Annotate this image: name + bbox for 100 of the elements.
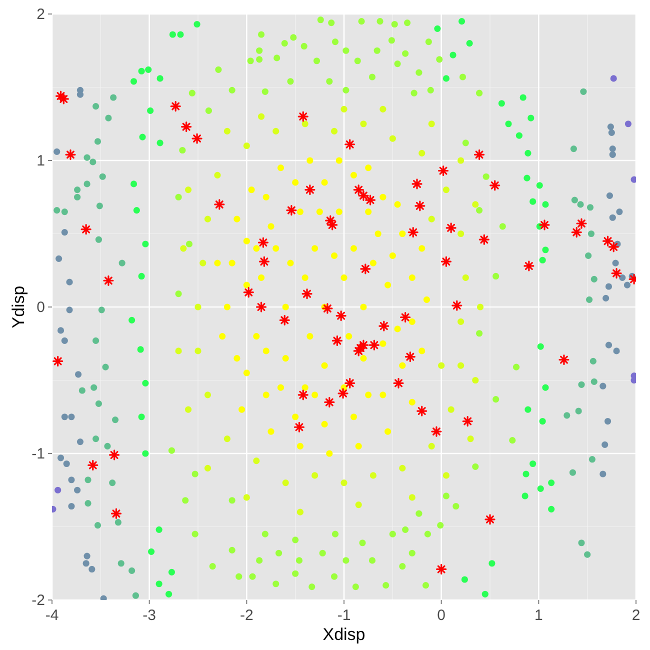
- x-tick-label: -3: [142, 607, 156, 624]
- point: [99, 173, 106, 180]
- point: [177, 31, 184, 38]
- point: [138, 272, 145, 280]
- point: [434, 25, 441, 32]
- point: [184, 186, 192, 194]
- point: [524, 150, 532, 156]
- point: [133, 207, 140, 214]
- point: [539, 418, 546, 425]
- point: [602, 294, 610, 302]
- point: [61, 208, 68, 216]
- y-tick-label: -2: [32, 592, 45, 609]
- point: [54, 207, 60, 214]
- point: [600, 470, 606, 478]
- point: [169, 31, 176, 38]
- point: [200, 260, 206, 266]
- point: [57, 454, 64, 462]
- point: [613, 348, 620, 354]
- point: [84, 476, 92, 484]
- point: [54, 486, 62, 494]
- point: [602, 441, 608, 448]
- point: [524, 406, 532, 413]
- y-tick-label: 0: [36, 299, 45, 316]
- point: [109, 480, 116, 486]
- y-axis-title: Ydisp: [8, 286, 28, 328]
- point: [118, 260, 126, 266]
- point: [590, 276, 598, 282]
- point: [204, 216, 212, 222]
- point: [542, 384, 549, 391]
- point: [458, 18, 466, 25]
- point: [524, 174, 530, 182]
- point: [312, 472, 318, 479]
- point: [428, 442, 435, 450]
- point: [84, 180, 90, 188]
- x-tick-label: -4: [45, 607, 59, 624]
- point: [204, 392, 212, 398]
- point: [145, 66, 152, 73]
- point: [57, 327, 64, 334]
- point: [302, 120, 308, 128]
- point: [370, 472, 376, 479]
- point: [88, 566, 96, 573]
- point: [537, 485, 544, 492]
- point: [243, 142, 250, 150]
- point: [577, 201, 584, 208]
- point: [92, 102, 100, 110]
- point: [61, 228, 68, 236]
- point: [578, 540, 585, 546]
- point: [458, 362, 464, 369]
- point: [580, 88, 587, 95]
- y-tick-label: 2: [36, 6, 45, 23]
- point: [389, 135, 396, 142]
- point: [442, 472, 450, 479]
- point: [68, 502, 75, 510]
- x-tick-label: -1: [337, 607, 351, 624]
- y-tick-label: -1: [32, 446, 45, 462]
- point: [355, 501, 362, 508]
- point: [569, 469, 576, 476]
- point: [142, 240, 149, 248]
- point: [98, 306, 105, 314]
- point: [74, 186, 81, 194]
- point: [448, 406, 454, 413]
- point: [606, 192, 614, 199]
- x-tick-label: 1: [534, 607, 543, 624]
- point: [142, 380, 149, 386]
- point: [610, 75, 617, 82]
- point: [180, 245, 187, 252]
- point: [156, 526, 162, 533]
- point: [616, 208, 623, 216]
- point: [609, 214, 616, 221]
- point: [90, 158, 96, 166]
- point: [84, 154, 90, 161]
- point: [542, 246, 549, 254]
- point: [194, 348, 202, 354]
- point: [156, 140, 164, 146]
- point: [214, 172, 221, 178]
- point: [520, 94, 526, 101]
- point: [340, 480, 348, 486]
- point: [118, 560, 124, 567]
- x-tick-label: 2: [632, 607, 640, 624]
- point: [588, 456, 596, 463]
- point: [92, 337, 100, 344]
- point: [104, 442, 111, 450]
- point: [258, 113, 265, 120]
- point: [522, 492, 528, 500]
- point: [148, 548, 155, 555]
- point: [142, 450, 149, 457]
- point: [630, 176, 636, 183]
- point: [105, 114, 112, 122]
- point: [462, 274, 469, 281]
- point: [536, 182, 543, 189]
- point: [571, 196, 578, 204]
- point: [84, 500, 92, 507]
- point: [114, 519, 122, 526]
- point: [466, 40, 473, 47]
- point: [61, 414, 68, 420]
- point: [243, 494, 250, 501]
- point: [467, 436, 474, 442]
- point: [461, 576, 468, 583]
- point: [607, 124, 614, 130]
- point: [128, 316, 136, 324]
